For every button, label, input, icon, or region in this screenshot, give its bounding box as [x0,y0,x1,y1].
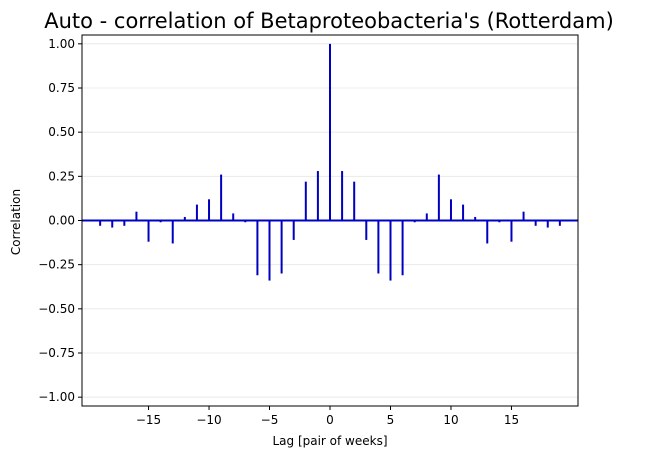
y-tick-label: −0.25 [38,258,75,272]
x-tick-label: 5 [387,413,395,427]
x-tick-label: −5 [261,413,279,427]
y-tick-label: 0.25 [48,169,75,183]
y-tick-label: −0.75 [38,346,75,360]
y-tick-label: 0.75 [48,81,75,95]
x-tick-label: −10 [196,413,221,427]
y-axis-label: Correlation [9,189,23,255]
y-axis-ticks: 1.00 0.75 0.50 0.25 0.00 −0.25 −0.50 −0.75 −1.00 [38,37,82,404]
x-axis-label: Lag [pair of weeks] [272,434,387,448]
y-tick-label: 0.00 [48,214,75,228]
chart-title: Auto - correlation of Betaproteobacteria… [44,9,614,33]
y-tick-label: −0.50 [38,302,75,316]
x-tick-label: −15 [136,413,161,427]
y-tick-label: 1.00 [48,37,75,51]
x-tick-label: 10 [443,413,458,427]
x-tick-label: 15 [504,413,519,427]
y-tick-label: −1.00 [38,390,75,404]
bars [99,43,561,281]
y-tick-label: 0.50 [48,125,75,139]
x-tick-label: 0 [326,413,334,427]
x-axis-ticks: −15 −10 −5 0 5 10 15 [136,406,519,427]
